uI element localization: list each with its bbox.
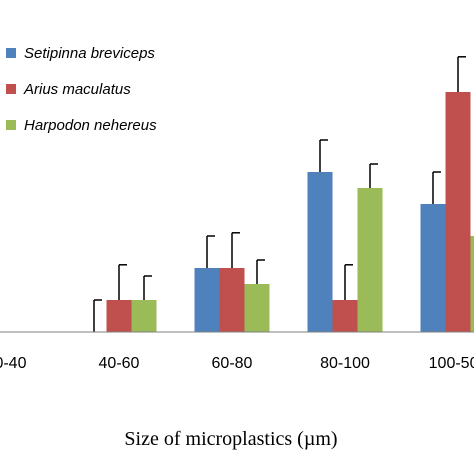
- x-tick-label-80-100: 80-100: [320, 355, 370, 372]
- x-axis-label: Size of microplastics (µm): [124, 428, 337, 450]
- x-tick-label-60-80: 60-80: [212, 355, 253, 372]
- bar-harpodon-nehereus-100-500: [470, 236, 474, 332]
- legend-swatch-setipinna-breviceps: [6, 48, 16, 58]
- x-tick-label-100-500: 100-500: [429, 355, 474, 372]
- legend-label-harpodon-nehereus: Harpodon nehereus: [24, 117, 157, 134]
- bar-arius-maculatus-100-500: [445, 92, 471, 332]
- bar-arius-maculatus-60-80: [219, 268, 245, 332]
- x-tick-labels: 20-40 40-60 60-80 80-100 100-500: [0, 355, 474, 372]
- bars-layer: [93, 56, 474, 332]
- bar-harpodon-nehereus-60-80: [244, 284, 270, 332]
- x-tick-label-40-60: 40-60: [99, 355, 140, 372]
- x-tick-label-20-40: 20-40: [0, 355, 27, 372]
- bar-harpodon-nehereus-80-100: [357, 188, 383, 332]
- legend-label-setipinna-breviceps: Setipinna breviceps: [24, 45, 155, 62]
- bar-harpodon-nehereus-40-60: [131, 300, 157, 332]
- bar-setipinna-breviceps-60-80: [194, 268, 220, 332]
- legend: Setipinna breviceps Arius maculatus Harpod…: [6, 45, 157, 134]
- bar-arius-maculatus-80-100: [332, 300, 358, 332]
- bar-arius-maculatus-40-60: [106, 300, 132, 332]
- bar-setipinna-breviceps-100-500: [420, 204, 446, 332]
- legend-label-arius-maculatus: Arius maculatus: [23, 81, 131, 98]
- bar-setipinna-breviceps-80-100: [307, 172, 333, 332]
- legend-swatch-harpodon-nehereus: [6, 120, 16, 130]
- legend-swatch-arius-maculatus: [6, 84, 16, 94]
